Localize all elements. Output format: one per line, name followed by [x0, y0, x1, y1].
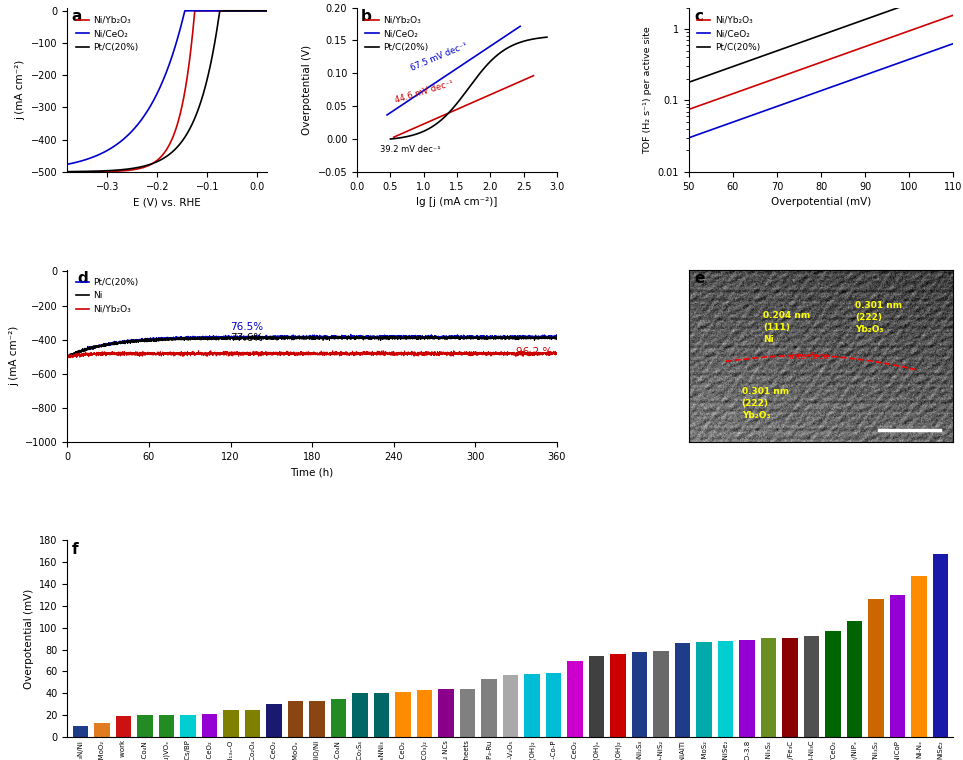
Bar: [330, 699, 346, 737]
Text: 0.204 nm: 0.204 nm: [763, 311, 810, 320]
Text: d: d: [77, 271, 88, 287]
Bar: [825, 631, 841, 737]
Text: 39.2 mV dec⁻¹: 39.2 mV dec⁻¹: [380, 145, 441, 154]
Bar: [782, 638, 797, 737]
Text: 76.5%: 76.5%: [230, 322, 264, 332]
Bar: [740, 640, 755, 737]
Legend: Pt/C(20%), Ni, Ni/Yb₂O₃: Pt/C(20%), Ni, Ni/Yb₂O₃: [72, 274, 143, 318]
Y-axis label: j (mA cm⁻²): j (mA cm⁻²): [10, 326, 19, 386]
X-axis label: E (V) vs. RHE: E (V) vs. RHE: [134, 197, 201, 207]
Text: f: f: [72, 542, 78, 557]
Y-axis label: Overpotential (V): Overpotential (V): [302, 45, 312, 135]
X-axis label: Overpotential (mV): Overpotential (mV): [771, 197, 872, 207]
Bar: [869, 599, 884, 737]
Bar: [116, 717, 131, 737]
Bar: [245, 710, 260, 737]
Text: Yb₂O₃: Yb₂O₃: [855, 325, 884, 334]
Bar: [94, 723, 110, 737]
Text: e: e: [694, 271, 705, 287]
Bar: [846, 621, 862, 737]
Bar: [675, 643, 690, 737]
Bar: [201, 714, 217, 737]
Bar: [804, 636, 820, 737]
Bar: [911, 576, 926, 737]
Text: interface: interface: [790, 353, 829, 362]
Bar: [567, 660, 583, 737]
Text: 67.5 mV dec⁻¹: 67.5 mV dec⁻¹: [409, 40, 468, 73]
Bar: [717, 641, 733, 737]
Bar: [611, 654, 626, 737]
Y-axis label: TOF (H₂ s⁻¹) per active site: TOF (H₂ s⁻¹) per active site: [643, 26, 652, 154]
Text: 44.6 mV dec⁻¹: 44.6 mV dec⁻¹: [394, 78, 455, 105]
Text: b: b: [361, 9, 372, 24]
Text: Ni: Ni: [763, 335, 773, 344]
Bar: [459, 689, 475, 737]
Bar: [438, 689, 454, 737]
Text: (111): (111): [763, 323, 790, 332]
Text: 77.6%: 77.6%: [230, 333, 264, 343]
Bar: [933, 554, 949, 737]
Bar: [653, 651, 668, 737]
Bar: [159, 715, 174, 737]
Bar: [374, 693, 389, 737]
Bar: [482, 679, 497, 737]
Bar: [761, 638, 776, 737]
Bar: [524, 673, 539, 737]
Text: 96.2 %: 96.2 %: [516, 347, 553, 357]
Bar: [890, 595, 905, 737]
X-axis label: lg [j (mA cm⁻²)]: lg [j (mA cm⁻²)]: [416, 197, 498, 207]
Bar: [180, 715, 195, 737]
Text: (222): (222): [855, 313, 882, 321]
Bar: [352, 693, 368, 737]
Text: a: a: [71, 9, 82, 24]
Text: (222): (222): [742, 399, 768, 408]
Bar: [288, 701, 303, 737]
Text: c: c: [694, 9, 703, 24]
Bar: [417, 690, 432, 737]
X-axis label: Time (h): Time (h): [291, 467, 334, 477]
Bar: [72, 727, 88, 737]
Bar: [588, 656, 604, 737]
Bar: [696, 642, 712, 737]
Text: 0.301 nm: 0.301 nm: [855, 301, 902, 309]
Bar: [546, 673, 561, 737]
Text: Yb₂O₃: Yb₂O₃: [742, 411, 770, 420]
Text: 0.301 nm: 0.301 nm: [742, 387, 789, 396]
Bar: [632, 652, 647, 737]
Bar: [223, 710, 239, 737]
Y-axis label: Overpotential (mV): Overpotential (mV): [24, 588, 34, 689]
Bar: [266, 705, 281, 737]
Y-axis label: j (mA cm⁻²): j (mA cm⁻²): [15, 59, 25, 120]
Bar: [503, 675, 518, 737]
Legend: Ni/Yb₂O₃, Ni/CeO₂, Pt/C(20%): Ni/Yb₂O₃, Ni/CeO₂, Pt/C(20%): [72, 12, 143, 55]
Legend: Ni/Yb₂O₃, Ni/CeO₂, Pt/C(20%): Ni/Yb₂O₃, Ni/CeO₂, Pt/C(20%): [693, 12, 764, 55]
Bar: [395, 692, 410, 737]
Bar: [137, 715, 152, 737]
Bar: [309, 701, 325, 737]
Legend: Ni/Yb₂O₃, Ni/CeO₂, Pt/C(20%): Ni/Yb₂O₃, Ni/CeO₂, Pt/C(20%): [361, 12, 432, 55]
